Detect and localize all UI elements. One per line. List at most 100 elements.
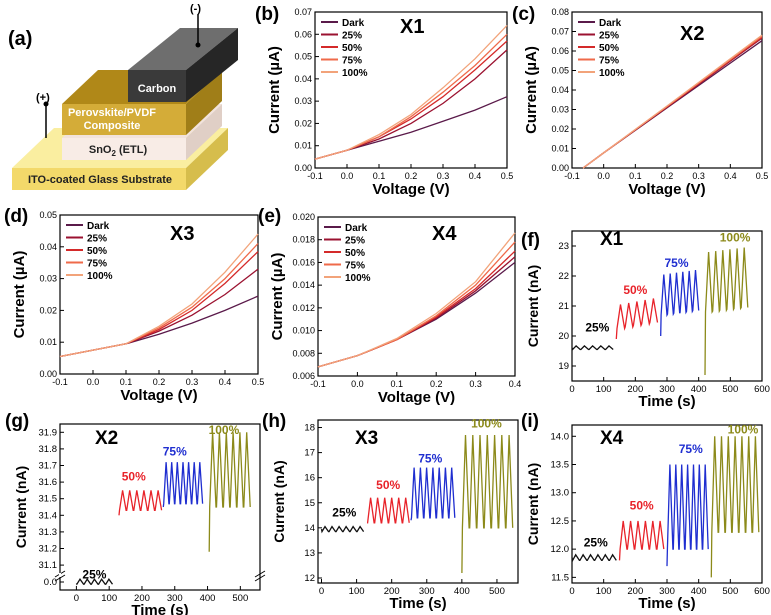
y-tick-label: 17 [304, 448, 315, 459]
y-axis-label: Current (nA) [525, 463, 541, 545]
transient-trace-25pct [75, 578, 114, 586]
legend-entry: 50% [345, 248, 365, 259]
y-axis-label: Current (µA) [269, 253, 286, 341]
legend-entry: 25% [599, 31, 619, 42]
x-tick-label: 0.0 [87, 377, 100, 387]
y-tick-label: 31.3 [39, 527, 58, 538]
panel-label-d: (d) [4, 206, 28, 227]
plot-frame [59, 423, 261, 591]
x-axis-label: Time (s) [389, 595, 446, 612]
ito-label: ITO-coated Glass Substrate [28, 174, 172, 186]
transient-trace-100pct [461, 434, 514, 574]
x-tick-label: 0.3 [469, 379, 482, 389]
intensity-label: 100% [720, 231, 751, 245]
perovskite-layer-side [186, 70, 222, 135]
transient-trace-100pct [710, 436, 760, 578]
y-tick-label: 31.9 [39, 427, 58, 438]
x-axis-label: Voltage (V) [120, 387, 197, 404]
x-tick-label: 0.5 [501, 171, 514, 181]
legend-entry: Dark [342, 18, 365, 29]
iv-chart-d: (d) X3 -0.1 0.0 0.1 0.2 0.3 0.4 0.5 0.00 0.01 0.02 0… [4, 206, 264, 404]
y-tick-label: 31.2 [39, 544, 58, 555]
intensity-label: 50% [376, 478, 400, 492]
legend-entry: 75% [345, 261, 365, 272]
legend-entry: 50% [599, 43, 619, 54]
x-tick-label: 500 [489, 586, 505, 597]
carbon-label: Carbon [138, 83, 177, 95]
transient-trace-75pct [162, 462, 204, 508]
x-tick-label: 0.2 [153, 377, 166, 387]
legend-entry: Dark [345, 223, 368, 234]
sno2-label: SnO2 (ETL) [89, 144, 148, 158]
charts-group: (b)X1-0.1 0.0 0.1 0.2 0.3 0.4 0.50.000.010.020… [4, 4, 770, 615]
y-tick-label: 31.8 [39, 444, 58, 455]
x-tick-label: 0.1 [120, 377, 133, 387]
y-tick-label: 31.1 [39, 560, 58, 571]
y-tick-label: 0.018 [292, 235, 315, 245]
perovskite-label-line1: Perovskite/PVDF [68, 107, 156, 119]
y-tick-label: 13 [304, 548, 315, 559]
transient-trace-100pct [704, 247, 749, 376]
legend-entry: 75% [599, 56, 619, 67]
legend-entry: Dark [87, 221, 110, 232]
legend-entry: 100% [342, 68, 368, 79]
x-axis-label: Time (s) [131, 602, 188, 615]
sample-label: X2 [680, 23, 704, 45]
y-tick-label: 0.06 [551, 46, 569, 56]
ito-layer-side [186, 128, 228, 190]
y-tick-label: 18 [304, 423, 315, 434]
transient-trace-50pct [615, 298, 659, 340]
sno2-layer-front [62, 138, 186, 160]
x-tick-label: 500 [722, 384, 738, 395]
carbon-layer-front [128, 70, 186, 102]
y-tick-label: 0.010 [292, 326, 315, 336]
x-tick-label: 0.2 [430, 379, 443, 389]
legend-entry: Dark [599, 18, 622, 29]
panel-label-a: (a) [8, 28, 32, 50]
y-tick-label: 12 [304, 573, 315, 584]
legend-entry: 75% [87, 259, 107, 270]
transient-trace-50pct [618, 520, 665, 561]
x-axis-label: Voltage (V) [628, 181, 705, 198]
legend-entry: 100% [87, 271, 113, 282]
y-tick-label: 13.5 [551, 460, 570, 471]
carbon-layer-side [186, 28, 238, 102]
y-tick-label: 31.5 [39, 494, 58, 505]
y-tick-label: 14 [304, 523, 315, 534]
y-tick-label: 0.016 [292, 257, 315, 267]
legend-entry: 50% [87, 246, 107, 257]
y-tick-label: 31.6 [39, 477, 58, 488]
y-axis-label: Current (nA) [525, 265, 541, 347]
intensity-label: 75% [163, 445, 187, 459]
panel-label-i: (i) [521, 411, 539, 432]
x-tick-label: 400 [691, 384, 707, 395]
sample-label: X3 [170, 223, 194, 245]
series-line-dark [314, 96, 508, 160]
transient-trace-75pct [410, 467, 456, 521]
x-tick-label: 500 [232, 593, 248, 604]
y-tick-label: 0.03 [39, 274, 57, 284]
y-tick-label: 31.4 [39, 510, 58, 521]
intensity-label: 25% [332, 506, 356, 520]
y-tick-label: 0.04 [294, 74, 312, 84]
intensity-label: 50% [623, 283, 647, 297]
transient-chart-h: (h) X3 0 100 200 300 400 500 12 13 14 15 16 17 18 Time … [262, 411, 519, 612]
y-tick-label: 0.01 [294, 141, 312, 151]
x-axis-label: Voltage (V) [372, 181, 449, 198]
axis-break-right [254, 570, 266, 582]
x-tick-label: 200 [627, 586, 643, 597]
x-tick-label: 0.2 [661, 171, 674, 181]
legend-entry: 100% [345, 273, 371, 284]
x-tick-label: 0.4 [219, 377, 232, 387]
legend-entry: 25% [87, 234, 107, 245]
transient-trace-25pct [320, 525, 365, 534]
transient-trace-100pct [208, 432, 251, 552]
x-tick-label: 100 [101, 593, 117, 604]
sample-label: X4 [432, 223, 457, 245]
panel-label-g: (g) [5, 411, 29, 432]
transient-chart-g: (g) X2 0 100 200 300 400 500 31.1 31.2 31.3 31.4 31.… [5, 411, 266, 615]
x-tick-label: 0.3 [437, 171, 450, 181]
x-tick-label: 200 [627, 384, 643, 395]
x-tick-label: 400 [200, 593, 216, 604]
iv-chart-b: (b) X1 -0.1 0.0 0.1 0.2 0.3 0.4 0.5 0.00 0.01 0.02 0… [255, 4, 513, 198]
